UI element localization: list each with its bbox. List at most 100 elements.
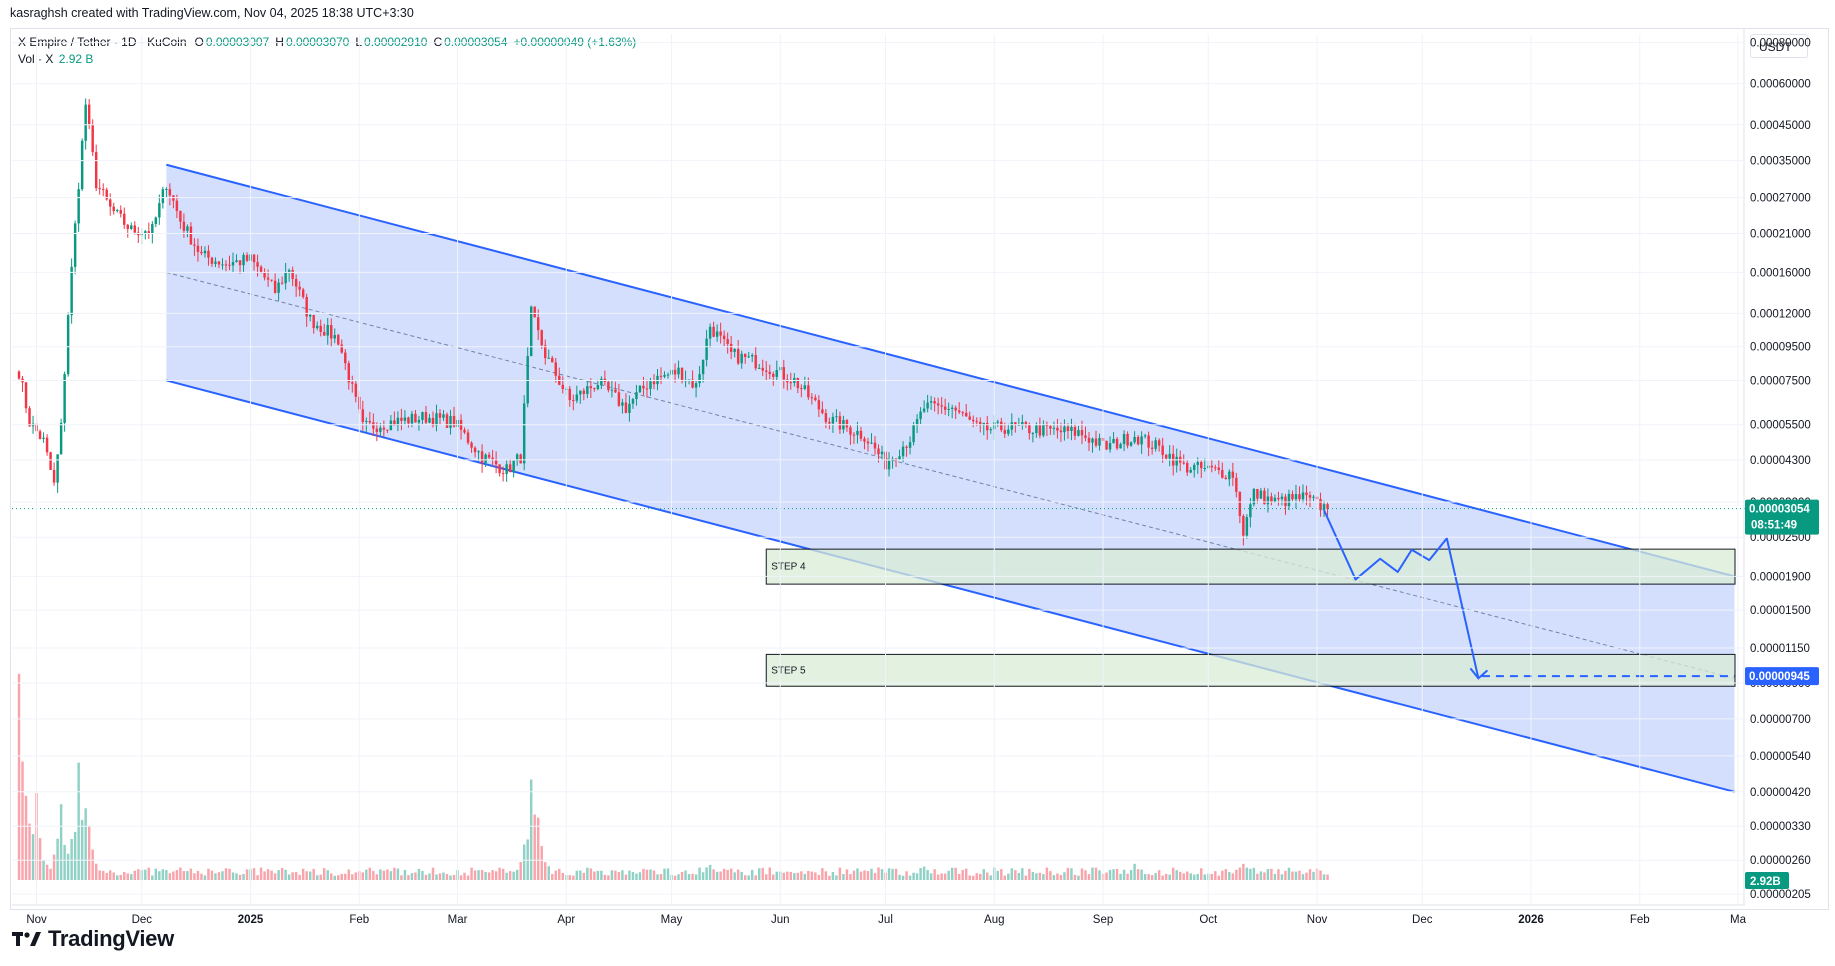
volume-bar: [179, 867, 182, 880]
price-tick-label[interactable]: 0.00012000: [1750, 308, 1811, 320]
time-tick-label[interactable]: Apr: [557, 914, 575, 926]
price-tick-label[interactable]: 0.00021000: [1750, 229, 1811, 241]
price-tick-label[interactable]: 0.00009500: [1750, 342, 1811, 354]
volume-bar: [733, 872, 736, 880]
candle-body: [477, 451, 480, 453]
time-axis[interactable]: Nov Dec 2025 Feb Mar Apr May Jun Jul Aug Sep Oct Nov…: [12, 34, 1747, 926]
candle-body: [1098, 437, 1101, 446]
time-tick-label[interactable]: Jun: [771, 914, 790, 926]
symbol-name[interactable]: X Empire / Tether · 1D · KuCoin: [18, 35, 187, 49]
volume-bar: [621, 870, 624, 880]
candle-body: [631, 399, 635, 404]
candle-body: [761, 367, 764, 371]
volume-bar: [449, 875, 452, 880]
volume-bar: [1136, 869, 1140, 880]
price-tick-label[interactable]: 0.00035000: [1750, 156, 1811, 168]
price-tick-label[interactable]: 0.00001150: [1750, 643, 1810, 655]
price-tick-label[interactable]: 0.00000330: [1750, 821, 1811, 833]
volume-badge-value: 2.92B: [1750, 876, 1781, 888]
low-key: L: [355, 35, 363, 49]
candle-body: [1003, 430, 1007, 434]
time-tick-label[interactable]: May: [661, 914, 683, 926]
time-tick-label[interactable]: Nov: [1307, 914, 1328, 926]
volume-bar: [361, 872, 365, 880]
volume-label[interactable]: Vol · X: [18, 52, 54, 66]
candle-body: [1298, 494, 1301, 500]
price-tick-label[interactable]: 0.00045000: [1750, 120, 1811, 132]
time-tick-label[interactable]: 2026: [1518, 914, 1544, 926]
candle-body: [214, 261, 217, 264]
price-tick-label[interactable]: 0.00080000: [1750, 38, 1811, 50]
price-tick-label[interactable]: 0.00002500: [1750, 532, 1811, 544]
currency-unit-button[interactable]: USDT: [1750, 34, 1808, 58]
volume-bar: [116, 875, 119, 880]
candle-body: [1249, 504, 1252, 518]
time-tick-label[interactable]: Sep: [1093, 914, 1113, 926]
candle-body: [975, 421, 978, 423]
candle-body: [901, 446, 905, 457]
price-tick-label[interactable]: 0.00000420: [1750, 787, 1811, 799]
volume-bar: [1133, 863, 1136, 880]
candle-body: [196, 245, 200, 252]
time-tick-label[interactable]: Ma: [1730, 914, 1747, 926]
price-tick-label[interactable]: 0.00016000: [1750, 267, 1811, 279]
candle-body: [873, 442, 877, 449]
candle-body: [337, 335, 340, 345]
volume-bar: [224, 868, 228, 880]
time-tick-label[interactable]: 2025: [238, 914, 264, 926]
price-tick-label[interactable]: 0.00000260: [1750, 855, 1811, 867]
candle-body: [817, 400, 821, 410]
volume-bar: [1084, 870, 1087, 880]
candle-body: [284, 272, 287, 284]
price-tick-label[interactable]: 0.00001900: [1750, 571, 1811, 583]
volume-bar: [656, 874, 659, 880]
target-zone-box[interactable]: [765, 653, 1736, 687]
target-zone-box[interactable]: [765, 548, 1736, 585]
volume-bar: [105, 872, 108, 880]
volume-bar: [1115, 868, 1119, 880]
channel-lower-line[interactable]: [166, 379, 1735, 793]
candle-body: [375, 428, 379, 432]
channel-mid-line[interactable]: [166, 271, 1735, 679]
tradingview-logo[interactable]: TradingView: [12, 926, 174, 953]
candle-body: [435, 413, 438, 426]
time-tick-label[interactable]: Dec: [132, 914, 153, 926]
time-tick-label[interactable]: Dec: [1412, 914, 1433, 926]
price-tick-label[interactable]: 0.00001500: [1750, 605, 1811, 617]
time-tick-label[interactable]: Nov: [26, 914, 47, 926]
time-tick-label[interactable]: Jul: [878, 914, 893, 926]
price-tick-label[interactable]: 0.00004300: [1750, 455, 1811, 467]
volume-bar: [70, 839, 73, 880]
volume-bar: [1010, 868, 1014, 880]
volume-bar: [936, 874, 940, 880]
volume-bar: [252, 868, 256, 880]
price-tick-label[interactable]: 0.00027000: [1750, 193, 1811, 205]
volume-layer: [17, 673, 1329, 880]
volume-bar: [1028, 868, 1031, 880]
candle-body: [315, 325, 319, 329]
price-tick-label[interactable]: 0.00005500: [1750, 420, 1811, 432]
candle-body: [642, 385, 645, 389]
candle-body: [498, 464, 501, 474]
channel-layer: [166, 163, 1735, 793]
price-tick-label[interactable]: 0.00000205: [1750, 889, 1811, 901]
time-tick-label[interactable]: Mar: [448, 914, 468, 926]
price-tick-label[interactable]: 0.00000700: [1750, 714, 1811, 726]
zones-layer[interactable]: STEP 4 STEP 5: [765, 548, 1736, 687]
volume-bar: [91, 849, 94, 880]
volume-bar: [77, 762, 80, 880]
candle-body: [947, 408, 950, 410]
volume-bar: [280, 867, 284, 880]
price-tick-label[interactable]: 0.00060000: [1750, 79, 1811, 91]
time-tick-label[interactable]: Feb: [349, 914, 369, 926]
time-tick-label[interactable]: Aug: [984, 914, 1004, 926]
price-tick-label[interactable]: 0.00000540: [1750, 751, 1811, 763]
volume-bar: [859, 871, 863, 880]
time-tick-label[interactable]: Oct: [1199, 914, 1218, 926]
volume-bar: [673, 875, 677, 880]
candle-body: [1305, 492, 1308, 496]
time-tick-label[interactable]: Feb: [1630, 914, 1650, 926]
candle-body: [52, 469, 56, 483]
price-tick-label[interactable]: 0.00007500: [1750, 375, 1811, 387]
